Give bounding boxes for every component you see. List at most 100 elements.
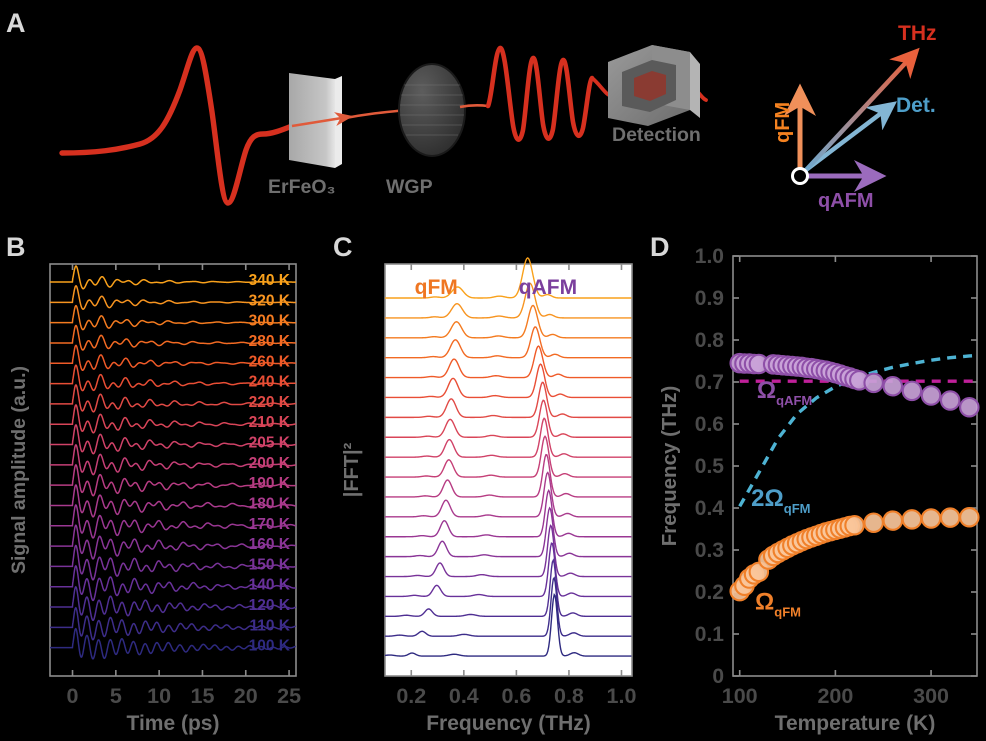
det-vector-label: Det. <box>896 94 936 117</box>
panel-d-data-point <box>939 390 961 411</box>
panel-d-plot: 0 0.1 0.2 0.3 0.4 0.5 0.6 0.7 0.8 0.9 1.0 100 200 300… <box>658 245 980 735</box>
panel-d-data-point <box>920 385 942 406</box>
panel-d-ytick-label: 0.5 <box>695 455 725 478</box>
panel-c-spectrum <box>385 257 632 299</box>
panel-d-data-point <box>844 514 865 536</box>
panel-b-xtick-label: 0 <box>67 684 79 708</box>
panel-c-xtick-label: 0.4 <box>449 684 479 708</box>
panel-b-plot: 0 5 10 15 20 25 Time (ps) Signal amplitude (a.u… <box>8 263 301 735</box>
panel-d-ylabel: Frequency (THz) <box>658 386 681 547</box>
panel-b-trace <box>50 285 296 310</box>
panel-b-trace-label: 320 K <box>249 292 291 309</box>
panel-d-ytick-label: 1.0 <box>695 245 724 268</box>
panel-c-xtick-label: 0.6 <box>501 684 531 708</box>
panel-d-ytick-label: 0.9 <box>695 287 724 310</box>
panel-b-trace-label: 140 K <box>249 577 291 594</box>
panel-b-trace-label: 280 K <box>249 333 291 350</box>
panel-a-letter: A <box>6 8 26 38</box>
panel-b-trace <box>50 304 296 331</box>
panel-d-xtick-label: 300 <box>913 684 949 708</box>
panel-b-trace-label: 100 K <box>249 638 291 655</box>
panel-b-trace-label: 150 K <box>249 556 291 573</box>
panel-c: C 0.2 0.4 0.6 0.8 1.0 Frequency (THz) |FFT|² qF… <box>330 232 660 741</box>
panel-c-spectrum <box>385 345 632 379</box>
panel-d-annotation-symbol: ΩqFM <box>755 589 801 620</box>
wgp-label: WGP <box>386 176 433 198</box>
panel-b-trace-label: 240 K <box>249 374 291 391</box>
panel-b-trace <box>50 627 296 660</box>
panel-d-ytick-label: 0.7 <box>695 371 724 394</box>
panel-c-spectrum <box>385 363 632 399</box>
panel-c-axes-box <box>384 263 633 677</box>
panel-b-trace-label: 170 K <box>249 516 291 533</box>
erfeo3-label: ErFeO₃ <box>268 176 336 198</box>
panel-d-annotation-symbol: 2ΩqFM <box>751 485 810 516</box>
panel-b-trace <box>50 504 297 539</box>
panel-b-trace <box>50 444 296 476</box>
panel-c-spectrum <box>385 282 632 319</box>
panel-c-xtick-label: 0.2 <box>396 684 426 708</box>
panel-c-spectrum <box>385 453 632 498</box>
panel-d-data-point <box>863 512 884 533</box>
panel-d-data-point <box>901 509 923 530</box>
panel-b-xtick-label: 5 <box>110 684 122 708</box>
panel-c-spectrum <box>385 524 632 578</box>
panel-d-annotation: 2ΩqFM <box>751 485 810 516</box>
panel-d-data-point <box>959 396 980 418</box>
panel-b-trace-label: 190 K <box>249 475 291 492</box>
panel-d-ytick-label: 0 <box>712 665 724 688</box>
panel-d-xlabel: Temperature (K) <box>775 712 936 735</box>
panel-b-xtick-label: 25 <box>277 684 301 708</box>
panel-d-data-point <box>920 508 942 529</box>
panel-d-annotation: ΩqFM <box>755 589 801 620</box>
panel-b-trace-label: 300 K <box>249 313 291 330</box>
panel-b-xtick-label: 20 <box>234 684 258 708</box>
panel-b-trace <box>50 424 296 455</box>
panel-c-spectrum <box>385 399 632 438</box>
panel-b-trace <box>50 265 296 290</box>
panel-d-ytick-label: 0.8 <box>695 329 725 352</box>
panel-d-letter: D <box>650 232 670 262</box>
qfm-vector-label: qFM <box>772 102 794 143</box>
panel-b-trace <box>50 344 296 372</box>
panel-c-xlabel: Frequency (THz) <box>426 712 591 735</box>
panel-b-trace <box>50 364 296 392</box>
qafm-vector-label: qAFM <box>818 190 874 212</box>
panel-d-data-point <box>901 380 923 402</box>
wgp-polarizer <box>398 63 466 157</box>
panel-b-ylabel: Signal amplitude (a.u.) <box>8 366 30 574</box>
panel-b-xtick-label: 10 <box>147 684 171 708</box>
panel-c-spectrum <box>385 381 632 419</box>
panel-c-annotation: qAFM <box>519 276 577 299</box>
panel-d-xtick-label: 200 <box>817 684 853 708</box>
panel-c-annotation: qFM <box>415 276 458 299</box>
detection-label: Detection <box>612 124 701 146</box>
panel-d-ytick-label: 0.2 <box>695 581 724 604</box>
panel-d-ytick-label: 0.4 <box>695 497 725 520</box>
panel-c-xtick-label: 1.0 <box>607 684 637 708</box>
vector-diagram: qFM qAFM THz Det. <box>772 22 937 212</box>
panel-b-trace <box>50 384 296 413</box>
panel-b-trace <box>50 544 297 581</box>
panel-d-ytick-label: 0.6 <box>695 413 724 436</box>
beam-segment-2 <box>339 108 409 121</box>
thz-vector <box>804 47 920 172</box>
panel-c-spectrum <box>385 471 632 518</box>
panel-c-spectrum <box>385 558 632 618</box>
det-vector <box>804 101 897 172</box>
panel-b-trace-label: 200 K <box>249 455 291 472</box>
panel-b-trace-label: 110 K <box>249 617 290 634</box>
panel-b-letter: B <box>6 232 26 262</box>
vector-origin <box>791 167 809 185</box>
panel-b-trace <box>50 404 296 434</box>
panel-d-data-point <box>863 372 884 394</box>
panel-d-data-point <box>939 507 961 528</box>
panel-d-ytick-label: 0.3 <box>695 539 724 562</box>
panel-b-trace-label: 180 K <box>249 495 291 512</box>
detector-block <box>608 45 700 126</box>
panel-b-trace-label: 340 K <box>249 272 291 289</box>
panel-d-data-point <box>882 510 904 531</box>
panel-d-curve <box>738 353 978 508</box>
panel-b-trace-label: 210 K <box>249 414 291 431</box>
beam-segment-3 <box>459 104 489 109</box>
